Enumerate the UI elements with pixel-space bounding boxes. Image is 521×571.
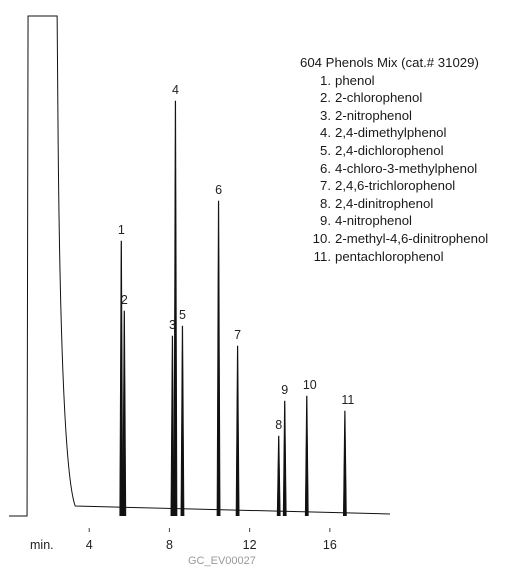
legend-item-compound: 2,4,6-trichlorophenol <box>335 178 456 194</box>
legend-item-compound: 2-chlorophenol <box>335 90 423 106</box>
legend-item-number: 2. <box>320 90 331 106</box>
baseline <box>9 15 391 517</box>
peak-7 <box>235 345 240 517</box>
peak-10 <box>304 395 309 517</box>
peak-label-9: 9 <box>281 383 288 397</box>
legend-item-compound: 2,4-dinitrophenol <box>335 195 434 211</box>
legend-item: 11. pentachlorophenol <box>300 248 488 266</box>
legend-item: 5. 2,4-dichlorophenol <box>300 142 488 160</box>
peak-label-6: 6 <box>215 183 222 197</box>
legend-item-number: 10. <box>312 230 331 246</box>
legend-item-compound: 2-methyl-4,6-dinitrophenol <box>335 230 489 246</box>
legend-item-compound: 4-nitrophenol <box>335 213 412 229</box>
peak-label-3: 3 <box>169 318 176 332</box>
legend-item: 3. 2-nitrophenol <box>300 107 488 125</box>
legend-title: 604 Phenols Mix (cat.# 31029) <box>300 55 479 70</box>
legend-item-compound: phenol <box>335 72 375 88</box>
legend-item: 4. 2,4-dimethylphenol <box>300 124 488 142</box>
peak-label-4: 4 <box>172 83 179 97</box>
peak-9 <box>282 400 287 517</box>
legend-item-compound: pentachlorophenol <box>335 248 444 264</box>
peak-1 <box>119 240 124 517</box>
legend-item-number: 7. <box>320 178 331 194</box>
peak-5 <box>180 325 185 517</box>
peak-2 <box>122 310 127 517</box>
peak-4 <box>173 100 178 517</box>
x-unit-label: min. <box>30 538 54 552</box>
legend-item-number: 5. <box>320 142 331 158</box>
peak-label-2: 2 <box>121 293 128 307</box>
peak-11 <box>342 410 347 517</box>
peak-3 <box>170 335 175 517</box>
legend-item-number: 8. <box>320 195 331 211</box>
legend-item: 8. 2,4-dinitrophenol <box>300 195 488 213</box>
x-tick-label-4: 4 <box>86 538 93 552</box>
peak-label-11: 11 <box>341 393 354 407</box>
peak-8 <box>276 435 281 517</box>
legend-item-number: 11. <box>313 248 331 264</box>
legend-list: 1. phenol 2. 2-chlorophenol 3. 2-nitrophenol 4… <box>300 72 489 266</box>
legend-item: 10. 2-methyl-4,6-dinitrophenol <box>300 230 489 248</box>
x-tick-label-16: 16 <box>323 538 337 552</box>
legend-item: 9. 4-nitrophenol <box>300 212 488 230</box>
legend-item-number: 1. <box>320 72 331 88</box>
legend-item-compound: 2,4-dimethylphenol <box>335 125 447 141</box>
legend-item: 1. phenol <box>300 72 488 90</box>
peak-label-10: 10 <box>303 378 317 392</box>
x-axis: min. 4 8 12 16 <box>30 528 337 552</box>
peak-label-1: 1 <box>118 223 125 237</box>
legend-item-number: 3. <box>320 107 331 123</box>
figure-code: GC_EV00027 <box>188 555 256 567</box>
peak-label-5: 5 <box>179 308 186 322</box>
legend-item-compound: 2-nitrophenol <box>335 107 412 123</box>
legend-item-compound: 4-chloro-3-methylphenol <box>335 160 478 176</box>
legend-item: 2. 2-chlorophenol <box>300 89 488 107</box>
legend-item-number: 4. <box>320 125 331 141</box>
legend-item-number: 9. <box>320 213 331 229</box>
legend-item: 7. 2,4,6-trichlorophenol <box>300 177 488 195</box>
baseline-trace <box>9 15 391 517</box>
legend: 604 Phenols Mix (cat.# 31029) 1. phenol 2.… <box>300 54 488 265</box>
peak-label-8: 8 <box>275 418 282 432</box>
x-tick-label-8: 8 <box>166 538 173 552</box>
peaks <box>119 100 347 517</box>
legend-item-compound: 2,4-dichlorophenol <box>335 142 444 158</box>
peak-label-7: 7 <box>234 328 241 342</box>
peak-labels: 1 2 3 4 5 6 7 8 9 10 11 <box>118 83 355 432</box>
x-tick-label-12: 12 <box>243 538 257 552</box>
legend-item: 6. 4-chloro-3-methylphenol <box>300 160 488 178</box>
peak-6 <box>216 200 221 517</box>
legend-item-number: 6. <box>320 160 331 176</box>
